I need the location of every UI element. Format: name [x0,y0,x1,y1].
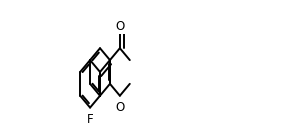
Text: O: O [115,20,124,33]
Text: O: O [115,101,124,114]
Text: F: F [87,113,94,126]
